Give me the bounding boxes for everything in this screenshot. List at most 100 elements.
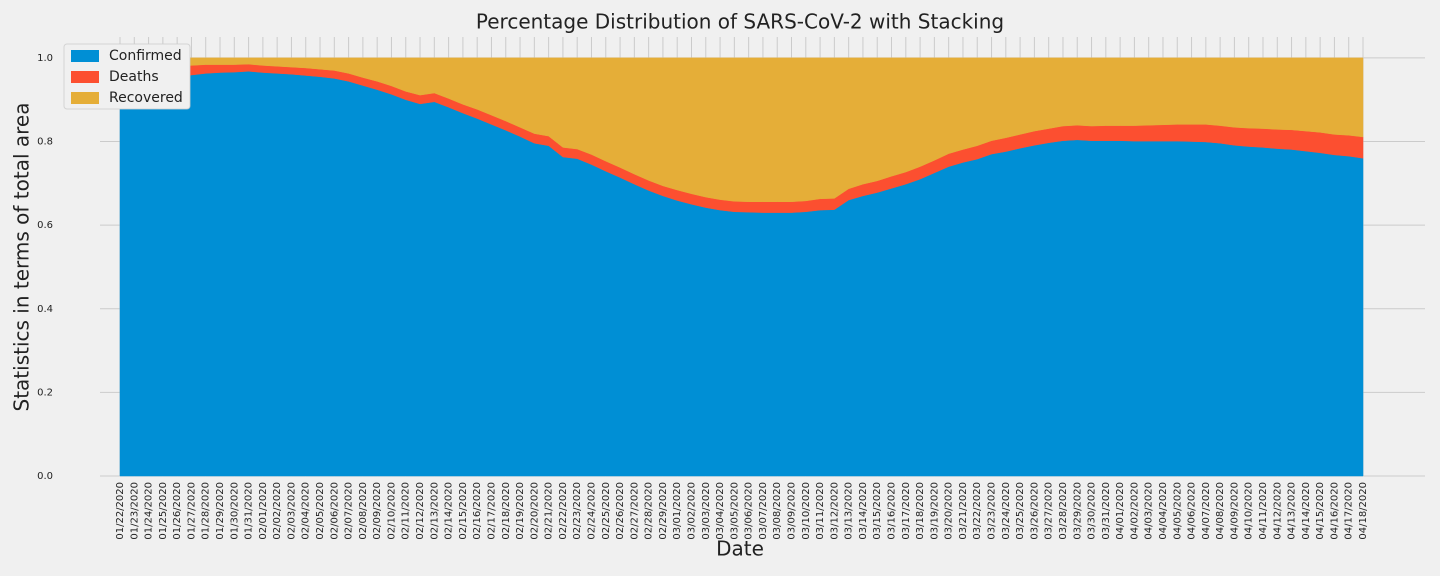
x-tick-label: 02/21/2020: [544, 482, 555, 540]
x-tick-label: 04/12/2020: [1272, 482, 1283, 540]
legend-label: Deaths: [109, 69, 159, 85]
x-tick-label: 03/13/2020: [844, 482, 855, 540]
legend-swatch: [71, 71, 99, 83]
areas: [119, 57, 1364, 477]
x-tick-label: 02/05/2020: [315, 482, 326, 540]
y-tick-label: 0.6: [37, 220, 53, 231]
y-tick-label: 0.0: [37, 471, 53, 482]
x-axis-label: Date: [716, 537, 764, 561]
x-tick-label: 04/18/2020: [1358, 482, 1369, 540]
x-tick-label: 02/10/2020: [386, 482, 397, 540]
legend: Confirmed Deaths Recovered: [63, 43, 191, 110]
x-tick-label: 02/22/2020: [558, 482, 569, 540]
x-tick-label: 03/04/2020: [715, 482, 726, 540]
x-tick-label: 03/22/2020: [972, 482, 983, 540]
x-tick-label: 04/10/2020: [1244, 482, 1255, 540]
x-tick-label: 03/28/2020: [1058, 482, 1069, 540]
x-tick-label: 03/23/2020: [987, 482, 998, 540]
x-tick-label: 02/09/2020: [372, 482, 383, 540]
x-tick-label: 03/24/2020: [1001, 482, 1012, 540]
x-tick-label: 04/07/2020: [1201, 482, 1212, 540]
x-tick-label: 04/01/2020: [1115, 482, 1126, 540]
x-tick-label: 03/09/2020: [787, 482, 798, 540]
x-tick-label: 03/10/2020: [801, 482, 812, 540]
x-tick-label: 02/27/2020: [629, 482, 640, 540]
x-tick-label: 02/29/2020: [658, 482, 669, 540]
x-tick-label: 04/06/2020: [1187, 482, 1198, 540]
x-tick-label: 04/15/2020: [1315, 482, 1326, 540]
x-tick-label: 03/15/2020: [872, 482, 883, 540]
x-tick-label: 04/16/2020: [1329, 482, 1340, 540]
x-tick-label: 02/08/2020: [358, 482, 369, 540]
x-tick-label: 01/23/2020: [129, 482, 140, 540]
y-axis-label: Statistics in terms of total area: [10, 103, 34, 412]
x-tick-label: 03/02/2020: [686, 482, 697, 540]
x-tick-label: 03/25/2020: [1015, 482, 1026, 540]
x-tick-label: 02/03/2020: [286, 482, 297, 540]
x-tick-label: 03/20/2020: [944, 482, 955, 540]
x-tick-label: 03/19/2020: [929, 482, 940, 540]
x-tick-label: 03/21/2020: [958, 482, 969, 540]
y-tick-label: 0.4: [37, 304, 53, 315]
x-tick-label: 01/31/2020: [244, 482, 255, 540]
x-tick-label: 04/09/2020: [1229, 482, 1240, 540]
x-tick-label: 02/18/2020: [501, 482, 512, 540]
x-tick-label: 04/04/2020: [1158, 482, 1169, 540]
x-tick-label: 03/12/2020: [829, 482, 840, 540]
x-tick-label: 02/26/2020: [615, 482, 626, 540]
x-tick-label: 01/22/2020: [115, 482, 126, 540]
x-tick-label: 03/01/2020: [672, 482, 683, 540]
x-tick-label: 01/30/2020: [229, 482, 240, 540]
y-tick-label: 0.8: [37, 137, 53, 148]
x-tick-label: 01/29/2020: [215, 482, 226, 540]
x-tick-label: 03/17/2020: [901, 482, 912, 540]
x-tick-label: 02/14/2020: [444, 482, 455, 540]
legend-label: Recovered: [109, 90, 183, 106]
x-tick-label: 03/29/2020: [1072, 482, 1083, 540]
x-tick-label: 03/26/2020: [1029, 482, 1040, 540]
x-tick-label: 02/07/2020: [344, 482, 355, 540]
x-tick-label: 02/04/2020: [301, 482, 312, 540]
x-tick-label: 04/17/2020: [1344, 482, 1355, 540]
legend-swatch: [71, 50, 99, 62]
x-tick-label: 03/27/2020: [1044, 482, 1055, 540]
x-tick-label: 02/20/2020: [529, 482, 540, 540]
x-tick-label: 01/27/2020: [186, 482, 197, 540]
x-tick-label: 03/05/2020: [729, 482, 740, 540]
x-tick-label: 02/12/2020: [415, 482, 426, 540]
x-tick-label: 02/06/2020: [329, 482, 340, 540]
x-tick-label: 02/16/2020: [472, 482, 483, 540]
x-tick-label: 03/07/2020: [758, 482, 769, 540]
x-tick-label: 04/05/2020: [1172, 482, 1183, 540]
x-tick-label: 01/28/2020: [201, 482, 212, 540]
x-tick-label: 04/03/2020: [1144, 482, 1155, 540]
x-tick-label: 03/03/2020: [701, 482, 712, 540]
x-tick-label: 03/16/2020: [887, 482, 898, 540]
chart-title: Percentage Distribution of SARS-CoV-2 wi…: [476, 10, 1004, 34]
x-tick-label: 04/14/2020: [1301, 482, 1312, 540]
x-tick-label: 02/24/2020: [586, 482, 597, 540]
x-tick-label: 02/15/2020: [458, 482, 469, 540]
x-tick-label: 02/13/2020: [429, 482, 440, 540]
x-tick-label: 01/25/2020: [158, 482, 169, 540]
x-tick-label: 03/11/2020: [815, 482, 826, 540]
x-tick-label: 01/24/2020: [144, 482, 155, 540]
legend-swatch: [71, 92, 99, 104]
x-tick-label: 03/30/2020: [1087, 482, 1098, 540]
ticks: 0.0 0.2 0.4 0.6 0.8 1.0 01/22/2020 01/23/2020 01…: [37, 53, 1369, 540]
legend-label: Confirmed: [109, 48, 182, 64]
x-tick-label: 04/02/2020: [1129, 482, 1140, 540]
y-tick-label: 0.2: [37, 387, 53, 398]
x-tick-label: 03/14/2020: [858, 482, 869, 540]
area: [119, 57, 1364, 202]
x-tick-label: 03/31/2020: [1101, 482, 1112, 540]
x-tick-label: 04/11/2020: [1258, 482, 1269, 540]
y-tick-label: 1.0: [37, 53, 53, 64]
x-tick-label: 02/28/2020: [644, 482, 655, 540]
x-tick-label: 02/25/2020: [601, 482, 612, 540]
x-tick-label: 01/26/2020: [172, 482, 183, 540]
x-tick-label: 03/18/2020: [915, 482, 926, 540]
x-tick-label: 02/01/2020: [258, 482, 269, 540]
